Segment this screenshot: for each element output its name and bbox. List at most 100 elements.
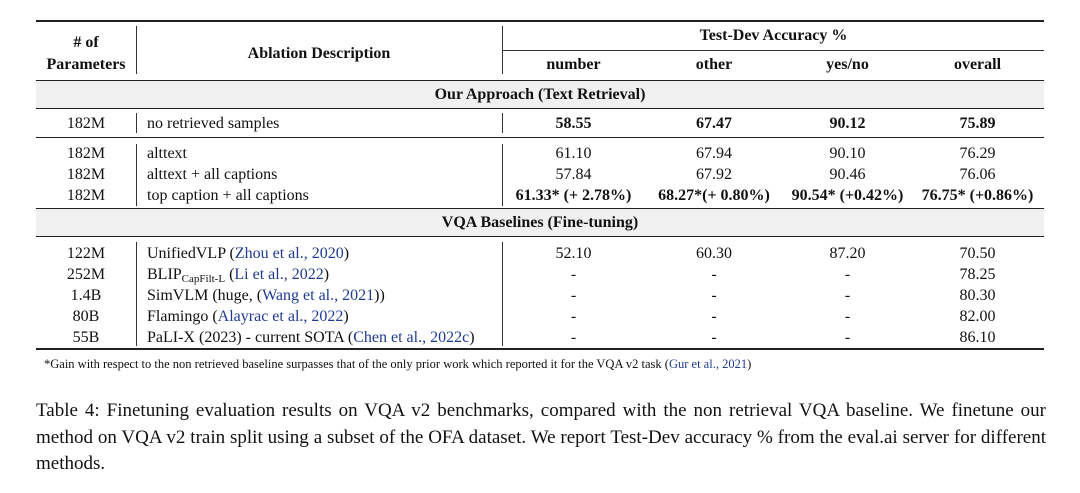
row-3-other: 68.27*(+ 0.80%)	[658, 187, 770, 204]
row-7-other: -	[711, 308, 717, 325]
row-8-citation-link[interactable]: Chen et al., 2022c	[353, 329, 470, 346]
row-7-citation-link[interactable]: Alayrac et al., 2022	[217, 308, 344, 325]
header-desc: Ablation Description	[247, 45, 391, 62]
vline-row1-2	[502, 113, 503, 133]
row-6-yesno: -	[844, 287, 851, 304]
row-5-number: -	[570, 266, 577, 283]
row-7-desc-end: )	[343, 308, 349, 325]
row-1-other: 67.94	[696, 145, 732, 162]
row-2-other: 67.92	[696, 166, 732, 183]
row-6-desc-end: ))	[374, 287, 385, 304]
row-8-desc-main: PaLI-X (2023) - current SOTA (	[147, 329, 354, 346]
row-6-number: -	[570, 287, 577, 304]
row-5-desc-end: )	[323, 266, 330, 283]
row-6-other: -	[711, 287, 717, 304]
top-rule	[36, 20, 1044, 22]
row-5-desc-subscript: CapFilt-L	[181, 273, 226, 285]
header-params-line2: Parameters	[46, 56, 126, 73]
row-1-desc: alttext	[147, 145, 187, 162]
section-rule-baselines-top	[36, 208, 1044, 209]
header-group: Test-Dev Accuracy %	[699, 27, 848, 44]
row-7-params: 80B	[72, 308, 100, 325]
row-7-yesno: -	[844, 308, 851, 325]
vline-header-2	[502, 26, 503, 74]
row-1-overall: 76.29	[959, 145, 996, 162]
row-7-overall: 82.00	[959, 308, 996, 325]
row-0-overall: 75.89	[959, 115, 996, 132]
row-4-desc: UnifiedVLP (Zhou et al., 2020)	[147, 245, 349, 263]
row-1-number: 61.10	[555, 145, 592, 162]
header-overall: overall	[953, 56, 1002, 73]
footnote-text: *Gain with respect to the non retrieved …	[44, 357, 669, 371]
row-0-yesno: 90.12	[829, 115, 866, 132]
row-7-desc-main: Flamingo (	[147, 308, 218, 325]
header-other: other	[695, 56, 733, 73]
row-6-desc-main: SimVLM (huge, (	[147, 287, 263, 304]
row-8-other: -	[711, 329, 717, 346]
row-6-citation-link[interactable]: Wang et al., 2021	[262, 287, 375, 304]
row-3-yesno: 90.54* (+0.42%)	[791, 187, 904, 204]
row-7-number: -	[570, 308, 577, 325]
section-rule-approach	[36, 108, 1044, 109]
vline-header-1	[136, 26, 137, 74]
row-8-desc: PaLI-X (2023) - current SOTA (Chen et al…	[147, 329, 475, 347]
row-4-number: 52.10	[555, 245, 592, 262]
row-7-desc: Flamingo (Alayrac et al., 2022)	[147, 308, 349, 326]
header-number: number	[546, 56, 601, 73]
row-1-yesno: 90.10	[829, 145, 866, 162]
row-0-params: 182M	[66, 115, 106, 132]
row-3-overall: 76.75* (+0.86%)	[921, 187, 1034, 204]
row-6-desc: SimVLM (huge, (Wang et al., 2021))	[147, 287, 385, 305]
vline-block2-1	[136, 144, 137, 206]
table-caption: Table 4: Finetuning evaluation results o…	[36, 400, 1046, 474]
row-4-desc-end: )	[343, 245, 350, 262]
section-title-approach: Our Approach (Text Retrieval)	[434, 86, 646, 103]
row-5-yesno: -	[844, 266, 851, 283]
vline-block2-2	[502, 144, 503, 206]
row-5-other: -	[711, 266, 717, 283]
footnote-citation-link[interactable]: Gur et al., 2021	[668, 357, 748, 371]
row-4-params: 122M	[66, 245, 106, 262]
footnote-end: )	[747, 357, 752, 371]
row-5-desc-mid: (	[225, 266, 235, 283]
row-2-params: 182M	[66, 166, 106, 183]
row-6-params: 1.4B	[70, 287, 102, 304]
section-title-baselines: VQA Baselines (Fine-tuning)	[441, 214, 639, 231]
row-2-overall: 76.06	[959, 166, 996, 183]
section-shade-approach	[36, 81, 1044, 108]
row-4-desc-main: UnifiedVLP (	[147, 245, 235, 262]
row-3-number: 61.33* (+ 2.78%)	[515, 187, 632, 204]
row-5-citation-link[interactable]: Li et al., 2022	[234, 266, 324, 283]
row-4-overall: 70.50	[959, 245, 996, 262]
section-rule-baselines	[36, 236, 1044, 237]
row-1-params: 182M	[66, 145, 106, 162]
header-rule	[36, 80, 1044, 81]
header-yesno: yes/no	[826, 56, 869, 73]
row-2-yesno: 90.46	[829, 166, 866, 183]
row-8-overall: 86.10	[959, 329, 996, 346]
row-2-desc: alttext + all captions	[147, 166, 278, 183]
row-5-overall: 78.25	[959, 266, 996, 283]
section-shade-baselines	[36, 209, 1044, 236]
row-8-yesno: -	[844, 329, 851, 346]
row-5-desc-main: BLIP	[147, 266, 182, 283]
row-3-desc: top caption + all captions	[147, 187, 309, 204]
vline-block3-2	[502, 242, 503, 346]
row-0-desc: no retrieved samples	[147, 115, 280, 132]
row-8-number: -	[570, 329, 577, 346]
vline-block3-1	[136, 242, 137, 346]
row-8-desc-end: )	[469, 329, 475, 346]
vline-row1-1	[136, 113, 137, 133]
row-4-yesno: 87.20	[829, 245, 866, 262]
group-underline	[503, 50, 1044, 51]
bottom-rule	[36, 348, 1044, 350]
row-2-number: 57.84	[555, 166, 592, 183]
row-4-citation-link[interactable]: Zhou et al., 2020	[234, 245, 344, 262]
row-rule-1	[36, 137, 1044, 138]
row-5-desc: BLIPCapFilt-L (Li et al., 2022)	[147, 266, 329, 288]
row-0-other: 67.47	[696, 115, 732, 132]
row-0-number: 58.55	[555, 115, 592, 132]
row-5-params: 252M	[66, 266, 106, 283]
row-3-params: 182M	[66, 187, 106, 204]
row-6-overall: 80.30	[959, 287, 996, 304]
